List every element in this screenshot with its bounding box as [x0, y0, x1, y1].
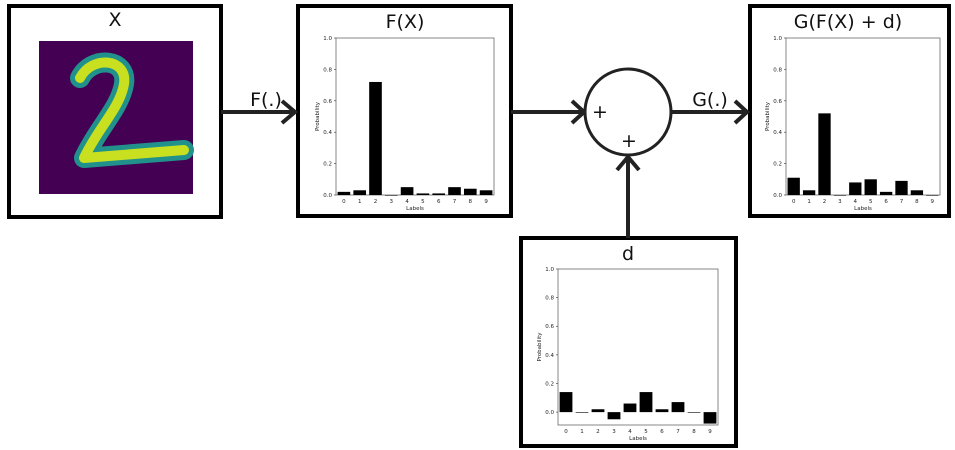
bar	[834, 195, 846, 196]
f-label: F(.)	[250, 89, 282, 111]
x-tick-label: 9	[484, 199, 488, 205]
y-tick-label: 1.0	[323, 36, 332, 42]
x-tick-label: 3	[612, 429, 616, 435]
x-tick-label: 5	[869, 199, 873, 205]
bar	[704, 412, 717, 423]
y-tick-label: 0.4	[323, 130, 332, 136]
x-axis-label: Labels	[406, 206, 424, 212]
y-tick-label: 0.8	[323, 67, 332, 73]
bar	[401, 187, 414, 195]
bar	[432, 193, 445, 195]
y-tick-label: 0.2	[323, 162, 332, 168]
x-tick-label: 8	[915, 199, 919, 205]
bar	[688, 412, 701, 413]
bar	[338, 192, 351, 195]
x-tick-label: 1	[358, 199, 362, 205]
chart-title: F(X)	[386, 11, 425, 33]
y-tick-label: 0.0	[773, 193, 782, 199]
x-tick-label: 0	[792, 199, 796, 205]
y-tick-label: 0.6	[323, 99, 332, 105]
bar	[353, 190, 366, 195]
x-tick-label: 6	[660, 429, 664, 435]
x-tick-label: 0	[564, 429, 568, 435]
bar	[592, 409, 605, 412]
bar	[480, 190, 493, 195]
y-tick-label: 0.2	[545, 381, 554, 387]
chart-title: G(F(X) + d)	[794, 11, 902, 33]
digit-image	[39, 41, 193, 194]
bar	[818, 113, 830, 195]
y-tick-label: 0.8	[545, 296, 554, 302]
y-tick-label: 0.8	[773, 67, 782, 73]
y-tick-label: 0.0	[323, 193, 332, 199]
y-tick-label: 1.0	[773, 36, 782, 42]
x-tick-label: 9	[931, 199, 935, 205]
bar	[865, 179, 877, 195]
bar	[608, 412, 621, 419]
x-axis-label: Labels	[629, 436, 647, 442]
x-tick-label: 6	[437, 199, 441, 205]
x-tick-label: 2	[374, 199, 378, 205]
x-tick-label: 1	[580, 429, 584, 435]
x-tick-label: 5	[644, 429, 648, 435]
plus: +	[621, 130, 637, 152]
bar	[895, 181, 907, 195]
bar	[880, 192, 892, 195]
x-axis-label: Labels	[854, 206, 872, 212]
x-tick-label: 0	[342, 199, 346, 205]
bar	[672, 402, 685, 412]
x-tick-label: 6	[884, 199, 888, 205]
diagram: X F(.) + + G(.) F(X) 0.0 0.2 0.4 0.6 0.8 1.0 0 1…	[0, 0, 955, 450]
x-tick-label: 8	[692, 429, 696, 435]
y-tick-label: 0.0	[545, 410, 554, 416]
x-tick-label: 7	[453, 199, 457, 205]
y-tick-label: 0.6	[773, 99, 782, 105]
bar	[926, 195, 938, 196]
x-tick-label: 7	[676, 429, 680, 435]
bar	[911, 190, 923, 195]
plus: +	[592, 101, 608, 123]
bar	[369, 82, 382, 195]
bar	[576, 412, 589, 413]
g-label: G(.)	[692, 89, 728, 111]
y-axis-label: Probability	[765, 101, 771, 131]
y-tick-label: 0.6	[545, 324, 554, 330]
input-label: X	[108, 9, 121, 31]
x-tick-label: 4	[854, 199, 858, 205]
y-tick-label: 1.0	[545, 267, 554, 273]
bar	[803, 190, 815, 195]
bar	[624, 404, 637, 413]
y-tick-label: 0.4	[773, 130, 782, 136]
x-tick-label: 3	[838, 199, 842, 205]
y-axis-label: Probability	[537, 332, 543, 362]
bar	[640, 392, 653, 412]
bar	[385, 195, 398, 196]
x-tick-label: 3	[390, 199, 394, 205]
chart-title: d	[622, 243, 634, 265]
x-tick-label: 2	[823, 199, 827, 205]
bar	[788, 178, 800, 195]
y-tick-label: 0.2	[773, 162, 782, 168]
x-tick-label: 4	[628, 429, 632, 435]
bar	[560, 392, 573, 412]
x-tick-label: 8	[469, 199, 473, 205]
bar	[464, 189, 477, 195]
bar	[656, 409, 669, 412]
x-tick-label: 4	[405, 199, 409, 205]
bar	[448, 187, 461, 195]
y-axis-label: Probability	[315, 101, 321, 131]
bar	[417, 193, 430, 195]
x-tick-label: 2	[596, 429, 600, 435]
bar	[849, 182, 861, 195]
x-tick-label: 1	[807, 199, 811, 205]
x-tick-label: 9	[708, 429, 712, 435]
y-tick-label: 0.4	[545, 353, 554, 359]
x-tick-label: 7	[900, 199, 904, 205]
x-tick-label: 5	[421, 199, 425, 205]
